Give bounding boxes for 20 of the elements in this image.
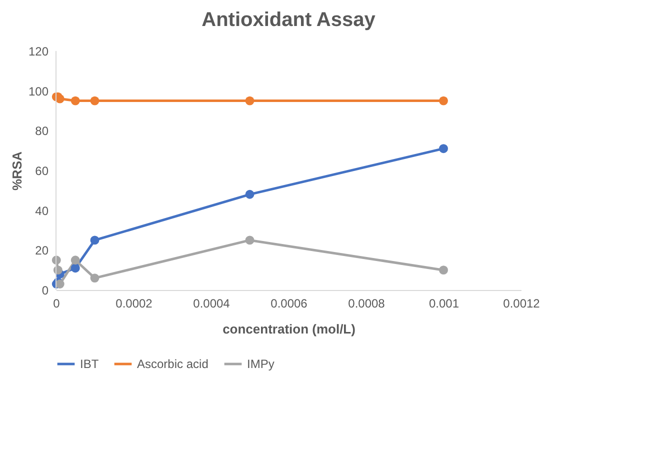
y-tick-label: 0	[42, 284, 49, 298]
legend-label: IBT	[80, 357, 100, 371]
y-tick-label: 120	[28, 44, 49, 58]
y-tick-label: 40	[35, 204, 49, 218]
y-tick-label: 20	[35, 244, 49, 258]
legend-label: IMPy	[247, 357, 274, 371]
y-axis-title: %RSA	[9, 150, 24, 191]
x-tick-label: 0.0006	[270, 296, 308, 310]
x-tick-label: 0.0008	[348, 296, 386, 310]
y-tick-label: 100	[28, 84, 49, 98]
x-tick-label: 0.0002	[116, 296, 153, 310]
legend-label: Ascorbic acid	[137, 357, 208, 371]
x-tick-label: 0	[53, 296, 60, 310]
x-tick-label: 0.0004	[193, 296, 230, 310]
y-tick-label: 60	[35, 164, 49, 178]
x-axis-title: concentration (mol/L)	[222, 322, 356, 336]
y-tick-label: 80	[35, 124, 49, 138]
chart-title: Antioxidant Assay	[202, 9, 376, 31]
x-tick-label: 0.001	[428, 296, 460, 310]
x-tick-label: 0.0012	[503, 296, 540, 310]
